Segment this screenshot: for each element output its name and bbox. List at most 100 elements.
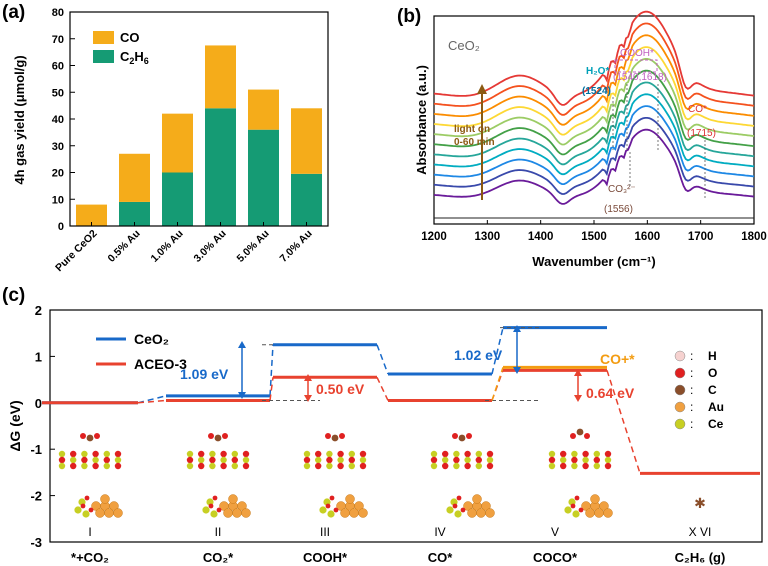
y-tick-label: 70: [52, 34, 64, 46]
spectrum-series-9: [433, 22, 755, 116]
connector-co-plus: [491, 367, 504, 401]
legend-swatch-c2h6: [93, 50, 114, 63]
spectrum-series-5: [433, 69, 755, 156]
y-tick-label: 2: [35, 303, 42, 318]
bar-chart-legend: CO C2H6: [93, 30, 149, 66]
plot-frame: [69, 11, 329, 227]
atom-swatch-c: [674, 384, 686, 396]
co-label: CO*: [688, 104, 707, 115]
cooh-label: COOH*: [620, 48, 654, 59]
barrier-arrow-head-icon: [304, 395, 312, 402]
bar-co-1: [119, 153, 150, 202]
au-cluster-icon: [446, 494, 495, 518]
atom-colon: :: [690, 366, 693, 380]
adsorbate-icon: [80, 433, 100, 442]
atom-legend: : H: O: C: Au: Ce: [674, 349, 724, 431]
material-label: CeO₂: [448, 38, 480, 53]
spectrum-series-1: [433, 117, 755, 195]
barrier-label-1-aceo3: 0.50 eV: [316, 381, 365, 397]
bar-co-0: [76, 204, 107, 226]
x-tick-label: 1500: [581, 231, 607, 243]
spectrum-series-7: [433, 46, 755, 136]
au-cluster-icon: [202, 494, 251, 518]
bar-c2h6-3: [205, 108, 236, 226]
cooh-wavenumber: (1540,1618): [613, 72, 667, 83]
connector-ceo2-1: [137, 395, 167, 404]
connector-aceo3-2: [269, 377, 274, 401]
step-label-0: *+CO₂: [71, 550, 109, 565]
y-tick-label: -2: [30, 489, 42, 504]
x-tick-label: 1300: [475, 231, 501, 243]
atom-label-h: H: [708, 349, 717, 363]
co-plus-label: CO+*: [600, 351, 635, 367]
legend-label-aceo3: ACEO-3: [134, 356, 187, 372]
bar-c2h6-4: [248, 129, 279, 226]
surface-slab-icon: [430, 450, 494, 470]
barrier-arrow-head-icon: [238, 341, 246, 348]
x-axis-label: Wavenumber (cm⁻¹): [532, 254, 655, 269]
co3-label: CO₃²⁻: [608, 184, 636, 195]
connector-aceo3-3: [376, 376, 389, 401]
x-tick-label: 7.0% Au: [278, 228, 315, 265]
panel-label-a: (a): [2, 2, 26, 23]
adsorbate-icon: [570, 428, 590, 439]
light-on-label: light on: [454, 124, 490, 135]
ethane-molecule-icon: ✱: [694, 495, 706, 511]
x-tick-label: 5.0% Au: [235, 228, 272, 265]
y-tick-label: 1: [35, 349, 42, 364]
adsorbate-icon: [208, 433, 228, 442]
bar-c2h6-2: [162, 172, 193, 226]
connector-ceo2-3: [376, 344, 389, 375]
spectrum-series-4: [433, 81, 755, 166]
roman-numeral-4: V: [551, 525, 559, 539]
au-cluster-icon: [319, 494, 368, 518]
light-arrow-head-icon: [477, 84, 487, 94]
barrier-label-2-aceo3: 0.64 eV: [586, 385, 635, 401]
atom-swatch-h: [674, 350, 686, 362]
adsorbate-icon: [325, 433, 345, 442]
h2o-wavenumber: (1524): [582, 86, 611, 97]
bar-co-2: [162, 113, 193, 173]
co-wavenumber: (1715): [687, 128, 716, 139]
atom-colon: :: [690, 400, 693, 414]
roman-numeral-0: I: [88, 525, 91, 539]
free-energy-diagram: -3 -2 -1 0 1 2 ΔG (eV) *+CO₂ I CO₂* II COOH* III CO…: [7, 303, 763, 565]
step-label-3: CO*: [428, 550, 454, 565]
legend-label-c2h6: C2H6: [120, 49, 149, 66]
step-label-2: COOH*: [303, 550, 348, 565]
y-tick-label: 80: [52, 7, 64, 19]
co3-wavenumber: (1556): [604, 204, 633, 215]
legend-label-ceo2: CeO₂: [134, 331, 169, 347]
atom-colon: :: [690, 349, 693, 363]
roman-numeral-3: IV: [434, 525, 445, 539]
connector-aceo3-5: [606, 370, 641, 474]
bar-co-5: [291, 108, 322, 174]
y-tick-label: 0: [58, 221, 64, 233]
atom-label-au: Au: [708, 400, 724, 414]
atom-swatch-ce: [674, 418, 686, 430]
barrier-arrow-head-icon: [513, 367, 521, 374]
barrier-arrow-head-icon: [574, 395, 582, 402]
y-axis-label: ΔG (eV): [7, 400, 23, 451]
x-tick-label: 1600: [635, 231, 661, 243]
barrier-arrow-head-icon: [574, 369, 582, 376]
legend-swatch-co: [93, 31, 114, 44]
panel-label-c: (c): [2, 285, 26, 306]
y-tick-label: 30: [52, 141, 64, 153]
barrier-arrow-head-icon: [513, 325, 521, 332]
roman-numeral-1: II: [215, 525, 222, 539]
y-tick-label: 40: [52, 114, 64, 126]
roman-numeral-5: X VI: [689, 525, 712, 539]
y-tick-label: 50: [52, 87, 64, 99]
surface-slab-icon: [58, 450, 122, 470]
y-tick-label: 10: [52, 194, 64, 206]
y-tick-label: -3: [30, 535, 42, 550]
surface-slab-icon: [303, 450, 367, 470]
y-tick-label: 60: [52, 61, 64, 73]
adsorbate-icon: [452, 433, 472, 442]
au-cluster-icon: [564, 494, 613, 518]
atom-label-o: O: [708, 366, 717, 380]
bar-c2h6-5: [291, 173, 322, 226]
step-label-5: C₂H₆ (g): [675, 550, 726, 565]
barrier-arrow-head-icon: [238, 392, 246, 399]
